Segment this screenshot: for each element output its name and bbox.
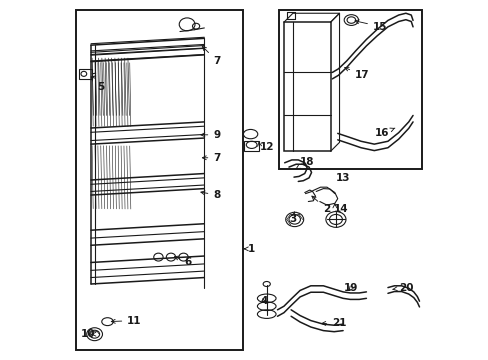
Text: 16: 16	[374, 128, 394, 138]
Text: 20: 20	[392, 283, 412, 293]
Text: 18: 18	[296, 157, 314, 169]
Bar	[284, 22, 330, 151]
Bar	[79, 69, 92, 79]
Text: 10: 10	[81, 329, 95, 339]
Text: 4: 4	[260, 296, 267, 306]
Text: 6: 6	[174, 256, 191, 267]
Text: 21: 21	[321, 319, 346, 328]
Text: 7: 7	[202, 46, 220, 66]
Text: 9: 9	[201, 130, 220, 140]
Text: 15: 15	[354, 20, 386, 32]
Text: 7: 7	[202, 153, 220, 163]
Bar	[76, 10, 242, 350]
Text: 14: 14	[333, 204, 347, 215]
Text: 19: 19	[344, 283, 358, 293]
Bar	[244, 140, 258, 150]
Text: 3: 3	[288, 212, 296, 224]
Text: 2: 2	[311, 196, 329, 214]
Text: 13: 13	[335, 173, 349, 183]
Text: 5: 5	[91, 77, 104, 92]
Bar	[278, 10, 421, 169]
Text: 11: 11	[111, 316, 142, 325]
Text: 12: 12	[260, 142, 274, 152]
Text: 8: 8	[201, 190, 220, 200]
Text: 1: 1	[247, 244, 255, 254]
Text: 17: 17	[344, 67, 369, 80]
